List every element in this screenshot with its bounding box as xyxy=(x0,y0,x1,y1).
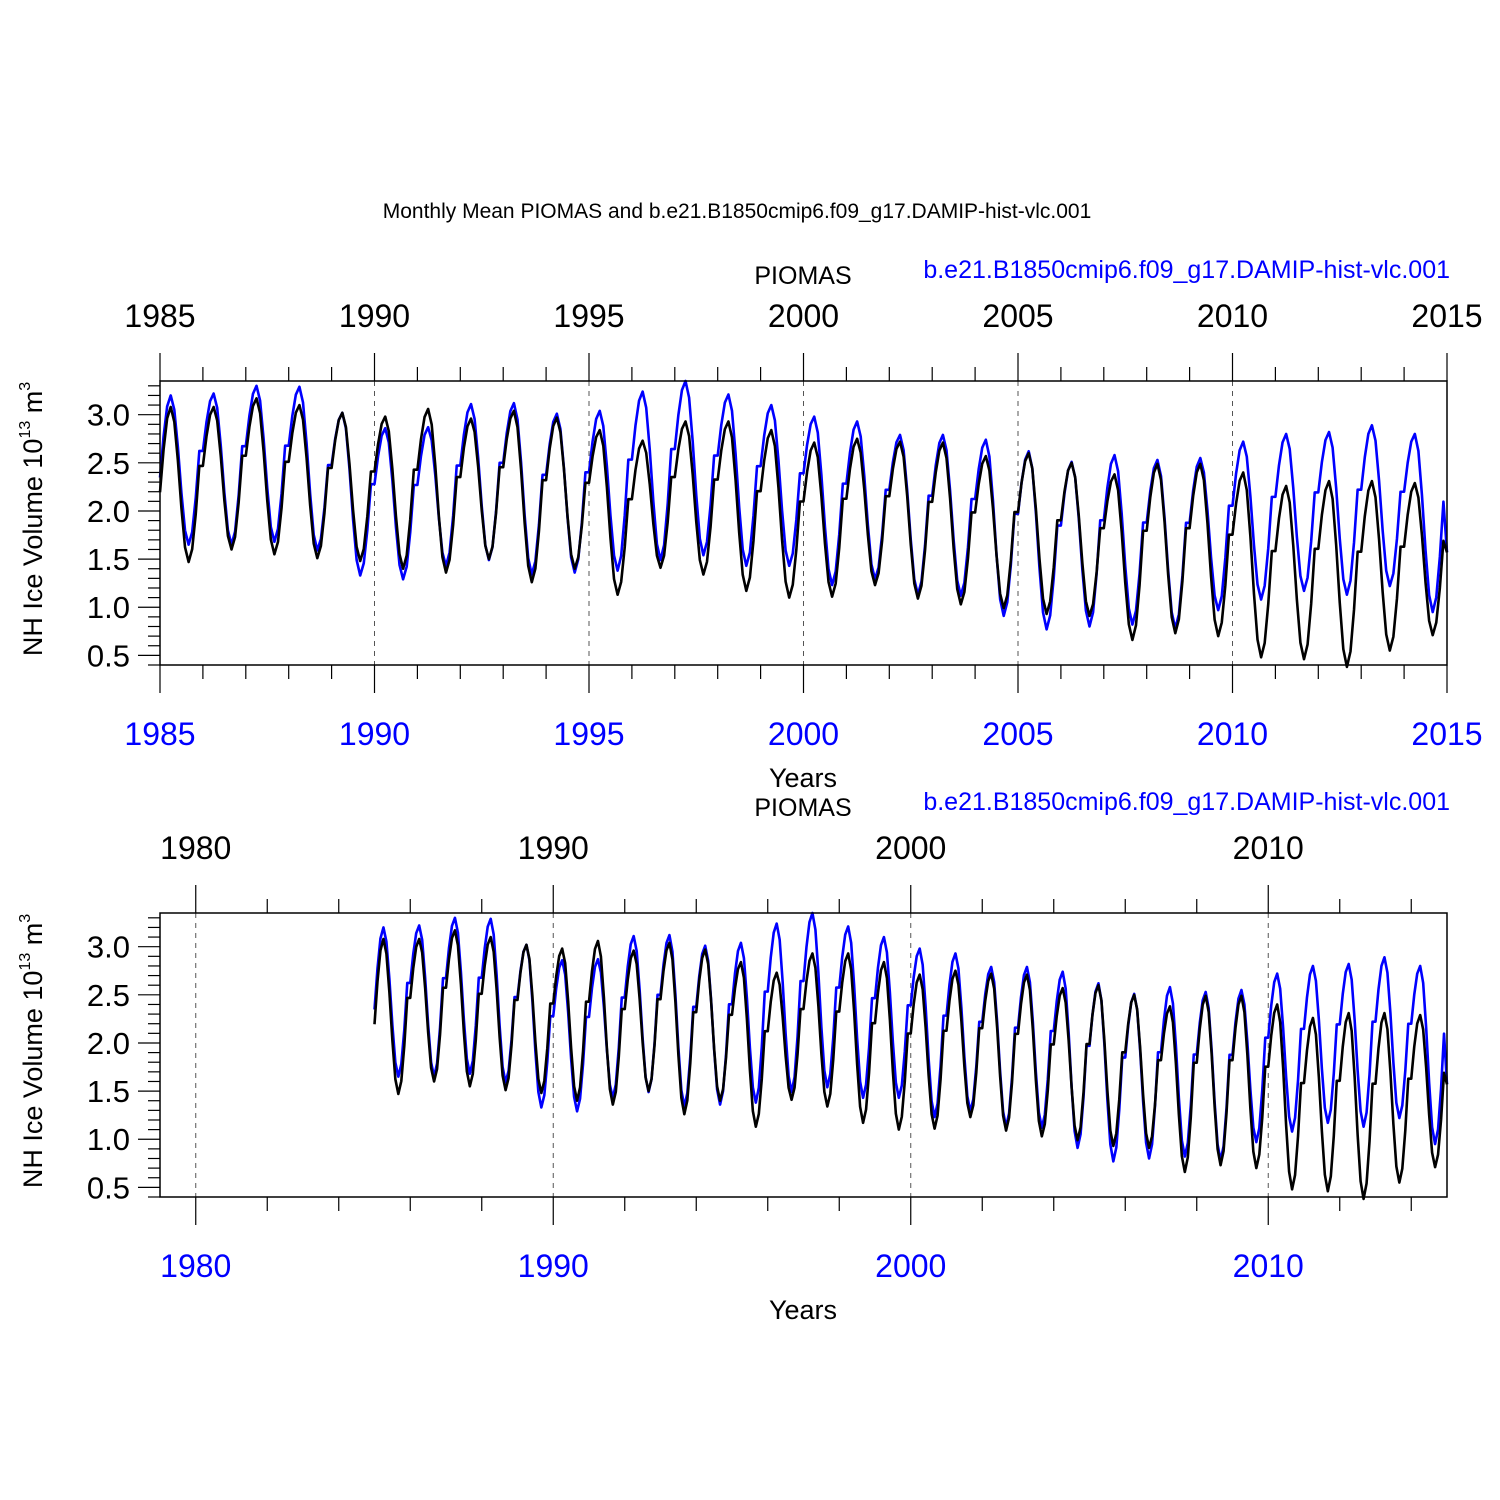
x-tick-label-bottom: 1990 xyxy=(518,1248,589,1284)
panel-top-title-right: b.e21.B1850cmip6.f09_g17.DAMIP-hist-vlc.… xyxy=(923,256,1450,284)
y-tick-label: 3.0 xyxy=(87,930,130,965)
x-tick-label-bottom: 1990 xyxy=(339,716,410,752)
panel-bottom-frame xyxy=(159,912,1448,1198)
panel-top-frame xyxy=(159,380,1448,666)
x-tick-label-bottom: 2010 xyxy=(1233,1248,1304,1284)
x-tick-label-bottom: 2000 xyxy=(875,1248,946,1284)
x-tick-label-bottom: 1985 xyxy=(124,716,195,752)
series-piomas-line xyxy=(158,397,1449,669)
panel-top: PIOMAS b.e21.B1850cmip6.f09_g17.DAMIP-hi… xyxy=(17,256,1483,793)
y-tick-label: 0.5 xyxy=(87,638,130,673)
series-piomas-line xyxy=(373,929,1449,1201)
panel-bottom-x-tick-labels-bottom: 1980 1990 2000 2010 xyxy=(160,1248,1304,1284)
panel-bottom-y-tick-labels: 0.5 1.0 1.5 2.0 2.5 3.0 xyxy=(87,930,130,1206)
panel-bottom: PIOMAS b.e21.B1850cmip6.f09_g17.DAMIP-hi… xyxy=(17,788,1450,1325)
x-tick-label-bottom: 2010 xyxy=(1197,716,1268,752)
panel-bottom-ticks xyxy=(138,885,1412,1225)
panel-top-y-tick-labels: 0.5 1.0 1.5 2.0 2.5 3.0 xyxy=(87,398,130,674)
x-tick-label-top: 2010 xyxy=(1197,298,1268,334)
panel-bottom-title-right: b.e21.B1850cmip6.f09_g17.DAMIP-hist-vlc.… xyxy=(923,788,1450,816)
y-tick-label: 3.0 xyxy=(87,398,130,433)
y-tick-label: 2.5 xyxy=(87,446,130,481)
panel-bottom-ylabel: NH Ice Volume 1013 m3 xyxy=(17,914,48,1188)
x-tick-label-top: 1985 xyxy=(124,298,195,334)
x-tick-label-top: 2015 xyxy=(1411,298,1482,334)
x-tick-label-top: 1990 xyxy=(518,830,589,866)
panel-bottom-series xyxy=(373,911,1449,1201)
series-model-line xyxy=(373,911,1449,1163)
x-tick-label-top: 2005 xyxy=(982,298,1053,334)
x-tick-label-top: 1995 xyxy=(553,298,624,334)
x-tick-label-top: 2000 xyxy=(875,830,946,866)
panel-top-series xyxy=(158,379,1449,669)
y-tick-label: 2.0 xyxy=(87,494,130,529)
panel-top-xlabel: Years xyxy=(769,763,837,793)
series-model-line xyxy=(158,379,1449,631)
x-tick-label-bottom: 1980 xyxy=(160,1248,231,1284)
panel-top-x-tick-labels-bottom: 1985 1990 1995 2000 2005 2010 2015 xyxy=(124,716,1482,752)
panel-bottom-title-left: PIOMAS xyxy=(754,794,851,822)
x-tick-label-bottom: 2005 xyxy=(982,716,1053,752)
x-tick-label-top: 2000 xyxy=(768,298,839,334)
y-tick-label: 1.5 xyxy=(87,542,130,577)
panel-top-title-left: PIOMAS xyxy=(754,262,851,290)
panel-bottom-x-tick-labels-top: 1980 1990 2000 2010 xyxy=(160,830,1304,866)
y-tick-label: 2.5 xyxy=(87,978,130,1013)
y-tick-label: 1.0 xyxy=(87,590,130,625)
main-title: Monthly Mean PIOMAS and b.e21.B1850cmip6… xyxy=(383,200,1092,223)
x-tick-label-bottom: 2015 xyxy=(1411,716,1482,752)
y-tick-label: 0.5 xyxy=(87,1170,130,1205)
x-tick-label-bottom: 2000 xyxy=(768,716,839,752)
panel-top-ticks xyxy=(138,353,1448,693)
panel-bottom-grid xyxy=(195,913,1269,1197)
panel-bottom-xlabel: Years xyxy=(769,1295,837,1325)
y-tick-label: 2.0 xyxy=(87,1026,130,1061)
x-tick-label-top: 1980 xyxy=(160,830,231,866)
x-tick-label-top: 2010 xyxy=(1233,830,1304,866)
panel-top-ylabel: NH Ice Volume 1013 m3 xyxy=(17,382,48,656)
y-tick-label: 1.0 xyxy=(87,1122,130,1157)
x-tick-label-top: 1990 xyxy=(339,298,410,334)
panel-top-x-tick-labels-top: 1985 1990 1995 2000 2005 2010 2015 xyxy=(124,298,1482,334)
x-tick-label-bottom: 1995 xyxy=(553,716,624,752)
y-tick-label: 1.5 xyxy=(87,1074,130,1109)
